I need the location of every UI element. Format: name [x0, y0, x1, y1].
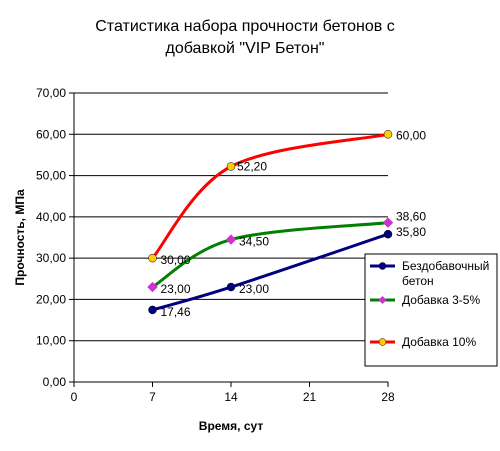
series-2-data-label: 60,00 [396, 128, 426, 142]
data-labels: 17,46 23,00 35,80 23,00 34,50 38,60 30,00 52,20… [161, 128, 427, 319]
legend-label-2: Добавка 10% [402, 335, 476, 349]
chart-title-line-0: Статистика набора прочности бетонов с [95, 18, 394, 35]
x-axis-title: Время, сут [199, 419, 264, 433]
series-2-marker [148, 253, 157, 263]
grid-lines [74, 92, 388, 342]
legend-marker-2 [378, 338, 387, 346]
y-tick-label: 0,00 [43, 375, 67, 389]
series-2-data-label: 52,20 [237, 159, 267, 173]
legend-marker-1 [378, 296, 387, 304]
series-1-marker [225, 234, 237, 245]
y-tick-label: 60,00 [36, 127, 66, 141]
series-0-marker [226, 282, 236, 292]
series-2-data-label: 30,00 [161, 253, 191, 267]
chart-title: Статистика набора прочности бетонов с доб… [95, 18, 394, 57]
series-0-data-label: 17,46 [161, 305, 191, 319]
legend-label-0: бетон [402, 274, 434, 288]
y-tick-label: 40,00 [36, 210, 66, 224]
series-0-data-label: 35,80 [396, 225, 426, 239]
x-tick-label: 14 [224, 390, 238, 404]
x-tick-label: 7 [149, 390, 156, 404]
y-axis-title: Прочность, МПа [13, 189, 27, 286]
y-tick-label: 50,00 [36, 169, 66, 183]
series-layer [147, 130, 394, 315]
series-1-data-label: 23,00 [161, 282, 191, 296]
chart-title-line-1: добавкой "VIP Бетон" [166, 40, 325, 57]
legend-marker-0 [378, 262, 387, 270]
y-tick-label: 20,00 [36, 292, 66, 306]
y-tick-label: 70,00 [36, 86, 66, 100]
series-0-marker [148, 305, 157, 315]
legend-label-1: Добавка 3-5% [402, 293, 480, 307]
series-1-marker [382, 217, 394, 228]
series-line-0 [152, 232, 389, 312]
axes: 0,00 10,00 20,00 30,00 40,00 50,00 60,00 70,00 0… [13, 86, 395, 433]
y-tick-label: 10,00 [36, 334, 66, 348]
legend-box [364, 253, 498, 367]
series-1-marker [147, 281, 158, 293]
series-2-marker [383, 130, 393, 139]
series-line-1 [151, 221, 389, 289]
series-2-marker [226, 162, 236, 171]
series-1-data-label: 34,50 [239, 235, 269, 249]
x-tick-label: 28 [381, 390, 395, 404]
series-0-marker [383, 229, 393, 239]
legend-label-0: Бездобавочный [402, 259, 489, 273]
series-0-data-label: 23,00 [239, 282, 269, 296]
series-1-data-label: 38,60 [396, 210, 426, 224]
y-tick-label: 30,00 [36, 251, 66, 265]
x-tick-label: 21 [303, 390, 317, 404]
x-tick-label: 0 [71, 390, 78, 404]
